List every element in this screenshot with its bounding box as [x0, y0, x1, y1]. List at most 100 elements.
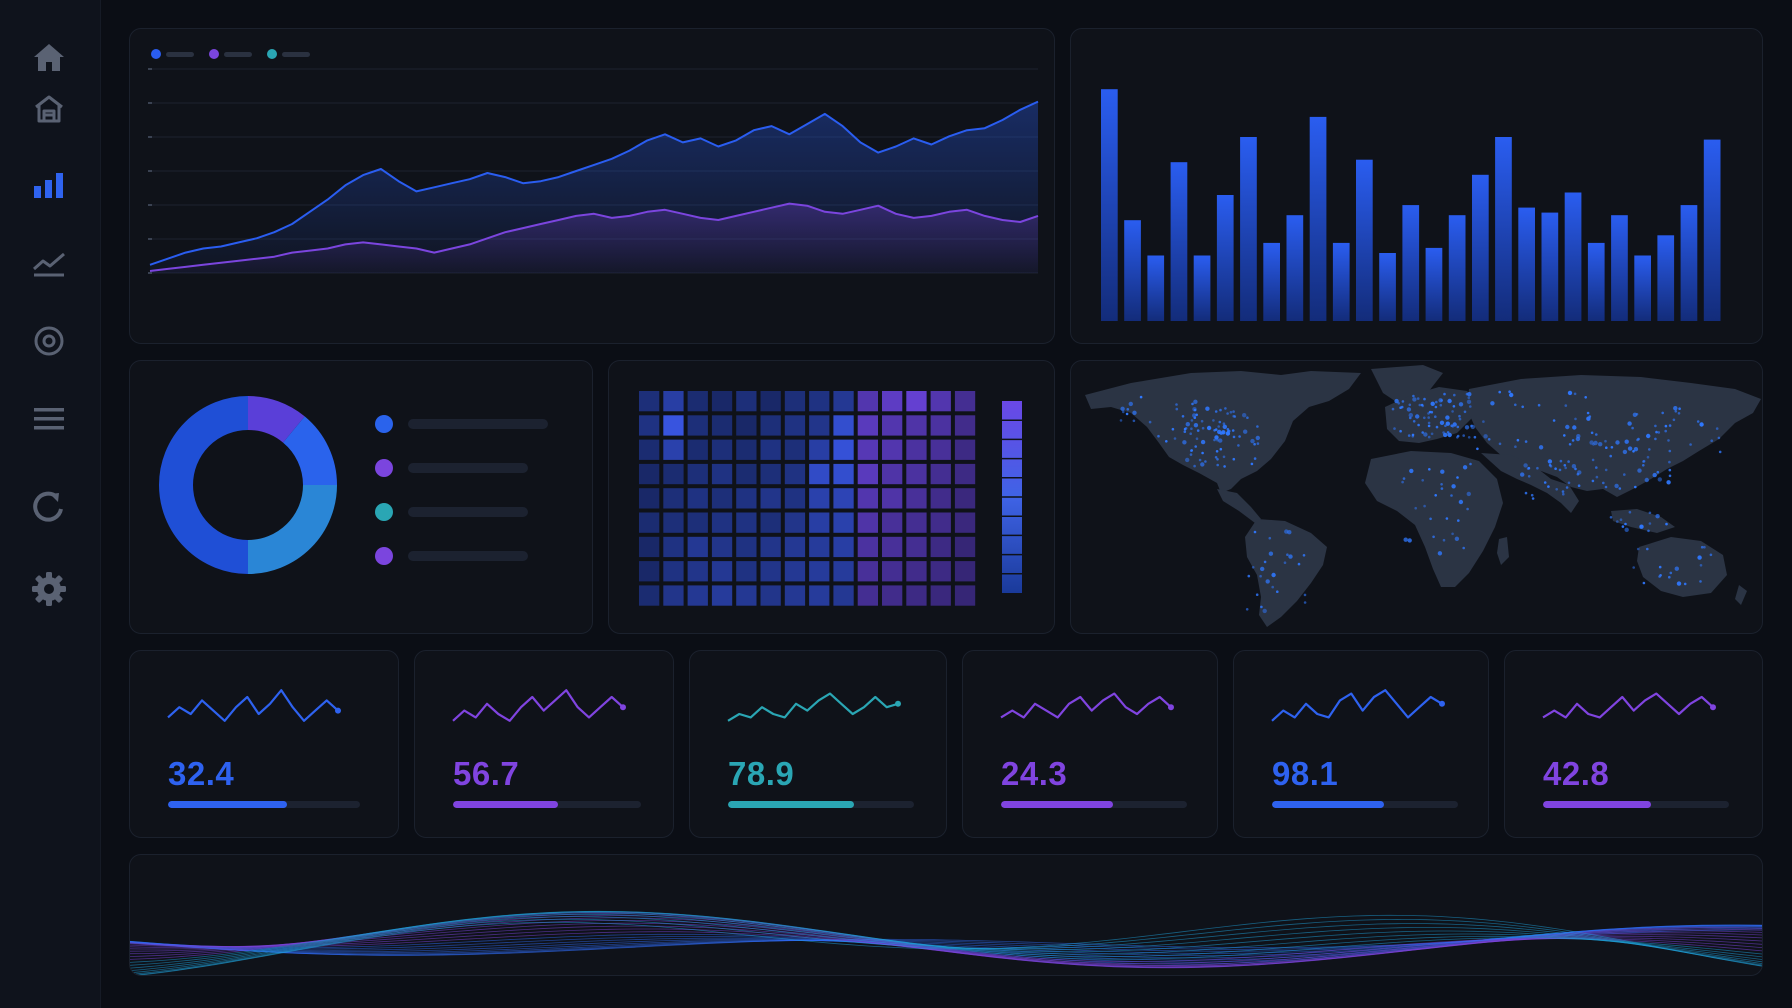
heatmap-cell[interactable] [639, 585, 660, 606]
bar[interactable] [1448, 215, 1466, 321]
bar[interactable] [1472, 174, 1489, 321]
heatmap-cell[interactable] [784, 463, 806, 485]
heatmap-cell[interactable] [930, 439, 951, 460]
heatmap-cell[interactable] [760, 512, 781, 533]
heatmap-cell[interactable] [784, 561, 806, 582]
heatmap-cell[interactable] [857, 391, 878, 412]
heatmap-cell[interactable] [882, 391, 903, 412]
heatmap-cell[interactable] [833, 585, 854, 606]
heatmap-cell[interactable] [663, 488, 684, 509]
bar[interactable] [1147, 255, 1165, 322]
sidebar-item-settings[interactable] [26, 566, 72, 612]
bar[interactable] [1680, 205, 1698, 321]
heatmap-cell[interactable] [833, 512, 854, 533]
bar[interactable] [1124, 220, 1141, 321]
heatmap-cell[interactable] [857, 439, 878, 460]
donut-slice[interactable] [247, 395, 305, 444]
heatmap-cell[interactable] [784, 585, 806, 606]
heatmap-cell[interactable] [833, 391, 854, 412]
heatmap-cell[interactable] [663, 439, 684, 460]
heatmap-cell[interactable] [857, 536, 878, 558]
heatmap-cell[interactable] [954, 536, 976, 558]
world-map[interactable] [1071, 361, 1762, 633]
heatmap-cell[interactable] [809, 536, 830, 558]
bar[interactable] [1611, 215, 1628, 321]
kpi-card-2[interactable]: 56.7 [414, 650, 674, 838]
heatmap-cell[interactable] [833, 415, 854, 436]
heatmap-cell[interactable] [639, 512, 660, 533]
heatmap-cell[interactable] [639, 488, 660, 509]
heatmap-cell[interactable] [711, 439, 733, 460]
heatmap-cell[interactable] [687, 415, 708, 436]
heatmap-cell[interactable] [760, 415, 781, 436]
bar[interactable] [1286, 215, 1304, 321]
heatmap-cell[interactable] [736, 536, 757, 558]
heatmap-cell[interactable] [906, 585, 927, 606]
heatmap-cell[interactable] [882, 439, 903, 460]
heatmap-cell[interactable] [882, 415, 903, 436]
sidebar-item-menu[interactable] [26, 396, 72, 442]
heatmap-cell[interactable] [687, 463, 708, 485]
heatmap-cell[interactable] [687, 585, 708, 606]
heatmap-cell[interactable] [760, 488, 781, 509]
donut-chart[interactable] [130, 361, 592, 633]
kpi-card-3[interactable]: 78.9 [689, 650, 947, 838]
heatmap-cell[interactable] [639, 391, 660, 412]
sidebar-item-trends[interactable] [26, 240, 72, 286]
heatmap-cell[interactable] [784, 512, 806, 533]
heatmap-cell[interactable] [711, 463, 733, 485]
bar[interactable] [1402, 205, 1420, 321]
heatmap-cell[interactable] [857, 585, 878, 606]
heatmap-cell[interactable] [882, 561, 903, 582]
heatmap-cell[interactable] [736, 561, 757, 582]
series-1-line[interactable] [149, 100, 1039, 266]
heatmap-cell[interactable] [663, 415, 684, 436]
heatmap-cell[interactable] [711, 415, 733, 436]
bar[interactable] [1657, 235, 1675, 321]
area-chart[interactable] [130, 29, 1054, 343]
heatmap-cell[interactable] [663, 391, 684, 412]
heatmap-cell[interactable] [906, 463, 927, 485]
heatmap-cell[interactable] [906, 439, 927, 460]
heatmap-cell[interactable] [784, 439, 806, 460]
heatmap-cell[interactable] [687, 512, 708, 533]
heatmap-cell[interactable] [954, 512, 976, 533]
heatmap-cell[interactable] [736, 488, 757, 509]
bar[interactable] [1170, 162, 1188, 321]
bar[interactable] [1518, 207, 1535, 321]
heatmap-cell[interactable] [833, 561, 854, 582]
heatmap-cell[interactable] [857, 512, 878, 533]
bar[interactable] [1193, 255, 1211, 322]
heatmap-cell[interactable] [833, 536, 854, 558]
heatmap-cell[interactable] [687, 488, 708, 509]
heatmap-cell[interactable] [930, 463, 951, 485]
bar[interactable] [1564, 192, 1582, 322]
heatmap-cell[interactable] [663, 512, 684, 533]
heatmap-cell[interactable] [809, 391, 830, 412]
heatmap-cell[interactable] [906, 512, 927, 533]
bar[interactable] [1541, 212, 1559, 321]
donut-slice[interactable] [247, 484, 337, 574]
heatmap-cell[interactable] [711, 561, 733, 582]
bar[interactable] [1216, 195, 1234, 321]
heatmap-cell[interactable] [954, 463, 976, 485]
heatmap-cell[interactable] [784, 536, 806, 558]
heatmap-cell[interactable] [784, 415, 806, 436]
heatmap-cell[interactable] [954, 415, 976, 436]
heatmap-cell[interactable] [736, 415, 757, 436]
heatmap-cell[interactable] [687, 561, 708, 582]
heatmap-cell[interactable] [809, 585, 830, 606]
sidebar-item-home[interactable] [26, 34, 72, 80]
bar-chart[interactable] [1071, 29, 1762, 343]
heatmap-cell[interactable] [882, 585, 903, 606]
heatmap-cell[interactable] [954, 439, 976, 460]
heatmap-cell[interactable] [882, 536, 903, 558]
heatmap-cell[interactable] [906, 536, 927, 558]
heatmap-cell[interactable] [760, 585, 781, 606]
heatmap-cell[interactable] [809, 463, 830, 485]
bar[interactable] [1379, 253, 1396, 321]
heatmap-cell[interactable] [930, 391, 951, 412]
bar[interactable] [1634, 255, 1651, 322]
heatmap-cell[interactable] [930, 536, 951, 558]
sidebar-item-analytics[interactable] [26, 162, 72, 208]
